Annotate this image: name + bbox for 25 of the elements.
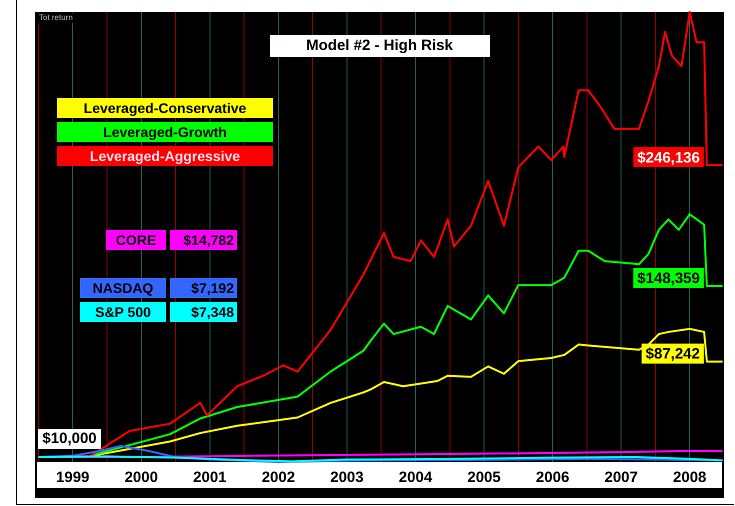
legend-label: CORE — [106, 230, 166, 250]
data-label: $148,359 — [637, 270, 700, 288]
y-axis-title: Tot return — [39, 13, 73, 22]
x-tick-label: 2005 — [467, 469, 501, 486]
x-tick-label: 2008 — [673, 469, 706, 486]
title-panel: Model #2 - High Risk — [270, 35, 490, 57]
x-tick-label: 2004 — [398, 469, 433, 486]
text: Leveraged-Aggressive — [57, 146, 273, 166]
x-tick-label: 1999 — [56, 469, 90, 486]
legend-label: S&P 500 — [80, 302, 166, 322]
annotation: $10,000 — [38, 429, 101, 450]
x-tick-label: 2006 — [536, 469, 570, 486]
annotation: $14,782 — [170, 230, 237, 250]
legend-label: NASDAQ — [80, 278, 166, 298]
text: Leveraged-Conservative — [57, 98, 273, 118]
annotation: $7,348 — [170, 302, 237, 322]
x-tick-label: 2002 — [262, 469, 296, 486]
x-tick-label: 2007 — [604, 469, 638, 486]
x-tick-label: 2000 — [124, 469, 158, 486]
text: Leveraged-Growth — [57, 122, 273, 142]
data-label: $87,242 — [646, 346, 700, 363]
x-tick-label: 2003 — [330, 469, 364, 486]
data-label: $246,136 — [637, 149, 700, 166]
x-tick-label: 2001 — [193, 469, 227, 486]
annotation: $7,192 — [170, 278, 237, 298]
